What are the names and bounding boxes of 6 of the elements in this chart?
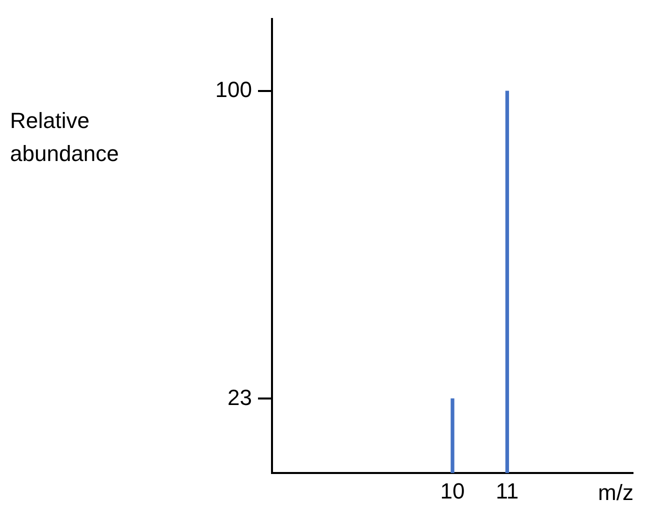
y-tick-label: 100 [215, 77, 252, 102]
x-tick-label: 10 [440, 478, 465, 504]
x-axis-title: m/z [598, 479, 634, 507]
x-tick-label: 11 [496, 478, 519, 504]
y-tick-label: 23 [228, 384, 252, 410]
y-axis-title: Relative abundance [10, 107, 120, 168]
